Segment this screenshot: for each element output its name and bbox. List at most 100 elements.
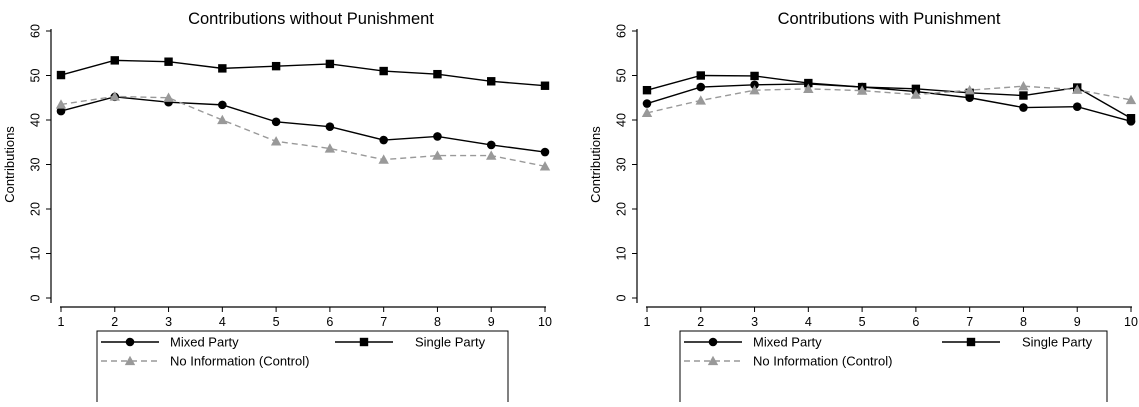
y-tick-label: 30 xyxy=(614,158,628,172)
chart-panel-1: Contributions without Punishment 0 10 20 30 4… xyxy=(2,10,552,407)
x-tick-label: 8 xyxy=(434,315,441,329)
data-point xyxy=(55,99,67,109)
legend-label: Mixed Party xyxy=(170,335,239,350)
series-line xyxy=(60,96,546,153)
legend: Mixed Party Single Party No Information (C… xyxy=(679,330,1108,407)
data-point xyxy=(749,84,760,95)
series-no-information-control xyxy=(55,91,551,171)
data-point xyxy=(696,82,706,92)
legend-label: Single Party xyxy=(1022,335,1093,350)
data-point xyxy=(163,92,174,102)
data-point xyxy=(271,61,281,71)
legend-marker xyxy=(125,337,135,347)
data-point xyxy=(750,80,759,90)
data-point xyxy=(641,107,653,118)
data-point xyxy=(540,81,550,90)
plot-area xyxy=(647,31,1131,298)
y-tick-label: 40 xyxy=(28,113,42,127)
x-tick-label: 10 xyxy=(1124,315,1138,329)
data-point xyxy=(110,56,119,65)
data-point xyxy=(910,89,922,99)
data-point xyxy=(539,161,551,171)
x-tick-label: 5 xyxy=(273,315,280,329)
data-point xyxy=(270,136,282,146)
legend-label: Mixed Party xyxy=(753,335,822,350)
y-tick-label: 20 xyxy=(28,202,42,216)
data-point xyxy=(642,99,652,108)
x-tick-label: 1 xyxy=(58,315,65,329)
data-point xyxy=(696,71,705,80)
series-no-information-control xyxy=(641,80,1137,118)
data-point xyxy=(487,77,496,86)
x-tick-label: 2 xyxy=(111,315,118,329)
y-tick-label: 30 xyxy=(28,158,42,172)
legend: Mixed Party Single Party No Information (C… xyxy=(96,330,509,407)
chart-panel-2: Contributions with Punishment 0 10 20 30 40 50… xyxy=(588,10,1138,407)
x-tick-label: 6 xyxy=(912,315,919,329)
legend-box xyxy=(679,330,1108,407)
y-tick-label: 60 xyxy=(28,24,42,38)
data-point xyxy=(803,83,814,94)
x-tick-label: 10 xyxy=(538,315,552,329)
data-point xyxy=(325,122,335,131)
data-point xyxy=(271,117,281,127)
data-point xyxy=(217,114,228,125)
data-point xyxy=(856,85,868,95)
data-point xyxy=(750,71,759,81)
data-point xyxy=(109,91,120,101)
legend-entry: Single Party xyxy=(942,335,1093,350)
x-tick-label: 9 xyxy=(488,315,495,329)
x-tick-label: 5 xyxy=(859,315,866,329)
x-tick-label: 4 xyxy=(805,315,812,329)
x-tick-label: 2 xyxy=(697,315,704,329)
legend-entry: Mixed Party xyxy=(684,335,822,350)
data-point xyxy=(804,78,813,88)
y-tick-label: 0 xyxy=(614,294,628,301)
series-single-party xyxy=(56,56,550,90)
y-tick-label: 50 xyxy=(614,69,628,83)
data-point xyxy=(695,95,706,105)
data-point xyxy=(1019,91,1028,100)
x-tick-label: 9 xyxy=(1074,315,1081,329)
data-point xyxy=(1125,94,1137,105)
y-axis-label: Contributions xyxy=(588,126,603,203)
legend-marker xyxy=(708,337,718,347)
legend-marker xyxy=(966,337,976,347)
y-tick-label: 50 xyxy=(28,69,42,83)
plot-area xyxy=(61,31,545,298)
data-point xyxy=(218,64,227,73)
y-tick-label: 60 xyxy=(614,24,628,38)
data-point xyxy=(964,84,975,95)
legend-label: Single Party xyxy=(415,335,486,350)
y-tick-label: 20 xyxy=(614,202,628,216)
series-line xyxy=(646,85,1132,114)
legend-label: No Information (Control) xyxy=(753,354,892,369)
x-tick-label: 7 xyxy=(966,315,973,329)
data-point xyxy=(486,140,496,150)
data-point xyxy=(324,143,336,153)
x-tick-label: 7 xyxy=(380,315,387,329)
series-line xyxy=(60,95,546,167)
data-point xyxy=(379,66,388,76)
x-tick-label: 6 xyxy=(326,315,333,329)
y-tick-label: 0 xyxy=(28,294,42,301)
data-point xyxy=(56,106,66,116)
x-tick-label: 3 xyxy=(165,315,172,329)
series-line xyxy=(646,74,1132,119)
legend-entry: Mixed Party xyxy=(101,335,239,350)
data-point xyxy=(486,150,497,160)
legend-marker xyxy=(707,355,719,366)
x-tick-label: 3 xyxy=(751,315,758,329)
chart-title: Contributions with Punishment xyxy=(778,10,1001,28)
x-tick-label: 8 xyxy=(1020,315,1027,329)
series-line xyxy=(60,59,546,87)
y-axis-label: Contributions xyxy=(2,126,17,203)
legend-entry: No Information (Control) xyxy=(684,354,892,369)
chart-title: Contributions without Punishment xyxy=(188,10,434,28)
legend-marker xyxy=(124,355,136,366)
legend-entry: No Information (Control) xyxy=(101,354,309,369)
data-point xyxy=(911,84,921,94)
data-point xyxy=(378,154,389,164)
